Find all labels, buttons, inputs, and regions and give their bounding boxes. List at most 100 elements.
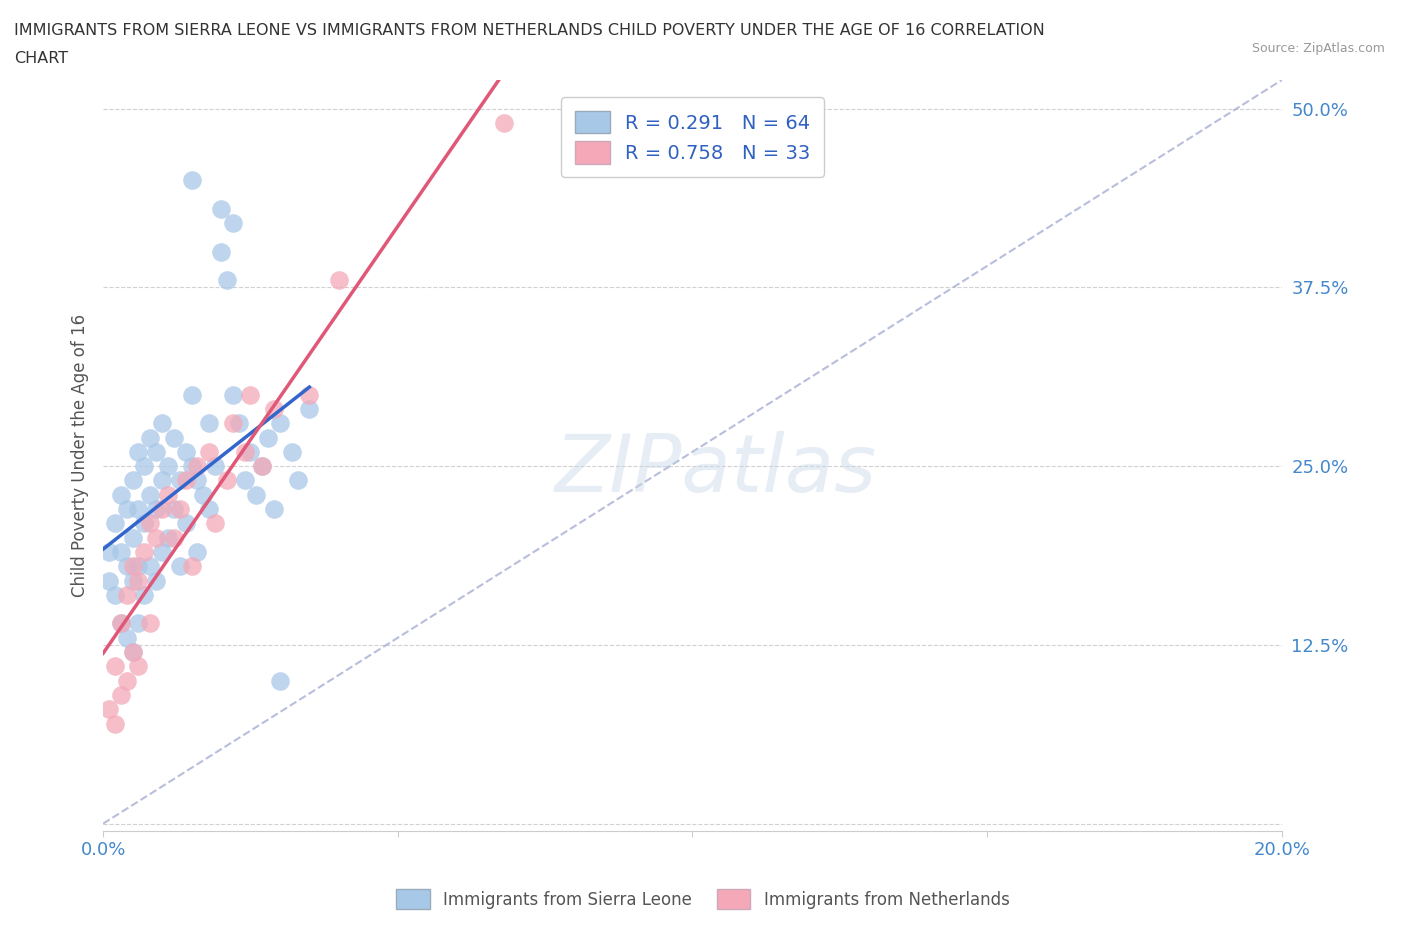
Point	[134, 516, 156, 531]
Point	[209, 202, 232, 217]
Point	[127, 445, 149, 459]
Text: CHART: CHART	[14, 51, 67, 66]
Point	[134, 545, 156, 560]
Point	[215, 473, 238, 488]
Point	[222, 216, 245, 231]
Point	[98, 545, 121, 560]
Point	[257, 431, 280, 445]
Point	[233, 473, 256, 488]
Legend: R = 0.291   N = 64, R = 0.758   N = 33: R = 0.291 N = 64, R = 0.758 N = 33	[561, 98, 824, 178]
Point	[139, 559, 162, 574]
Point	[127, 501, 149, 516]
Point	[134, 588, 156, 603]
Y-axis label: Child Poverty Under the Age of 16: Child Poverty Under the Age of 16	[72, 314, 89, 597]
Point	[233, 445, 256, 459]
Point	[121, 644, 143, 659]
Legend: Immigrants from Sierra Leone, Immigrants from Netherlands: Immigrants from Sierra Leone, Immigrants…	[388, 881, 1018, 917]
Point	[180, 458, 202, 473]
Point	[145, 573, 167, 588]
Point	[110, 687, 132, 702]
Point	[222, 416, 245, 431]
Point	[198, 445, 221, 459]
Point	[145, 445, 167, 459]
Point	[263, 501, 285, 516]
Point	[139, 516, 162, 531]
Point	[163, 530, 186, 545]
Point	[156, 530, 179, 545]
Point	[127, 559, 149, 574]
Point	[180, 559, 202, 574]
Point	[115, 631, 138, 645]
Point	[139, 431, 162, 445]
Point	[198, 501, 221, 516]
Point	[228, 416, 250, 431]
Point	[174, 445, 197, 459]
Point	[115, 501, 138, 516]
Point	[121, 573, 143, 588]
Point	[180, 387, 202, 402]
Point	[239, 387, 262, 402]
Point	[104, 516, 127, 531]
Point	[150, 473, 173, 488]
Point	[280, 445, 302, 459]
Point	[492, 115, 515, 130]
Point	[245, 487, 267, 502]
Point	[263, 402, 285, 417]
Point	[209, 245, 232, 259]
Point	[193, 487, 215, 502]
Point	[298, 402, 321, 417]
Point	[139, 487, 162, 502]
Point	[163, 501, 186, 516]
Point	[134, 458, 156, 473]
Point	[186, 458, 208, 473]
Point	[252, 458, 274, 473]
Point	[186, 545, 208, 560]
Point	[121, 530, 143, 545]
Point	[115, 673, 138, 688]
Point	[104, 588, 127, 603]
Point	[204, 516, 226, 531]
Point	[169, 559, 191, 574]
Point	[215, 272, 238, 287]
Point	[104, 659, 127, 674]
Point	[110, 487, 132, 502]
Point	[104, 716, 127, 731]
Point	[150, 501, 173, 516]
Point	[110, 616, 132, 631]
Text: Source: ZipAtlas.com: Source: ZipAtlas.com	[1251, 42, 1385, 55]
Point	[127, 659, 149, 674]
Point	[121, 473, 143, 488]
Point	[121, 559, 143, 574]
Point	[121, 644, 143, 659]
Point	[115, 588, 138, 603]
Point	[180, 173, 202, 188]
Point	[163, 431, 186, 445]
Text: IMMIGRANTS FROM SIERRA LEONE VS IMMIGRANTS FROM NETHERLANDS CHILD POVERTY UNDER : IMMIGRANTS FROM SIERRA LEONE VS IMMIGRAN…	[14, 23, 1045, 38]
Point	[127, 616, 149, 631]
Point	[252, 458, 274, 473]
Point	[174, 516, 197, 531]
Text: ZIPatlas: ZIPatlas	[555, 432, 877, 510]
Point	[239, 445, 262, 459]
Point	[269, 673, 291, 688]
Point	[298, 387, 321, 402]
Point	[145, 530, 167, 545]
Point	[169, 473, 191, 488]
Point	[156, 487, 179, 502]
Point	[198, 416, 221, 431]
Point	[139, 616, 162, 631]
Point	[110, 545, 132, 560]
Point	[150, 416, 173, 431]
Point	[186, 473, 208, 488]
Point	[145, 501, 167, 516]
Point	[328, 272, 350, 287]
Point	[150, 545, 173, 560]
Point	[127, 573, 149, 588]
Point	[222, 387, 245, 402]
Point	[287, 473, 309, 488]
Point	[269, 416, 291, 431]
Point	[98, 573, 121, 588]
Point	[169, 501, 191, 516]
Point	[98, 702, 121, 717]
Point	[174, 473, 197, 488]
